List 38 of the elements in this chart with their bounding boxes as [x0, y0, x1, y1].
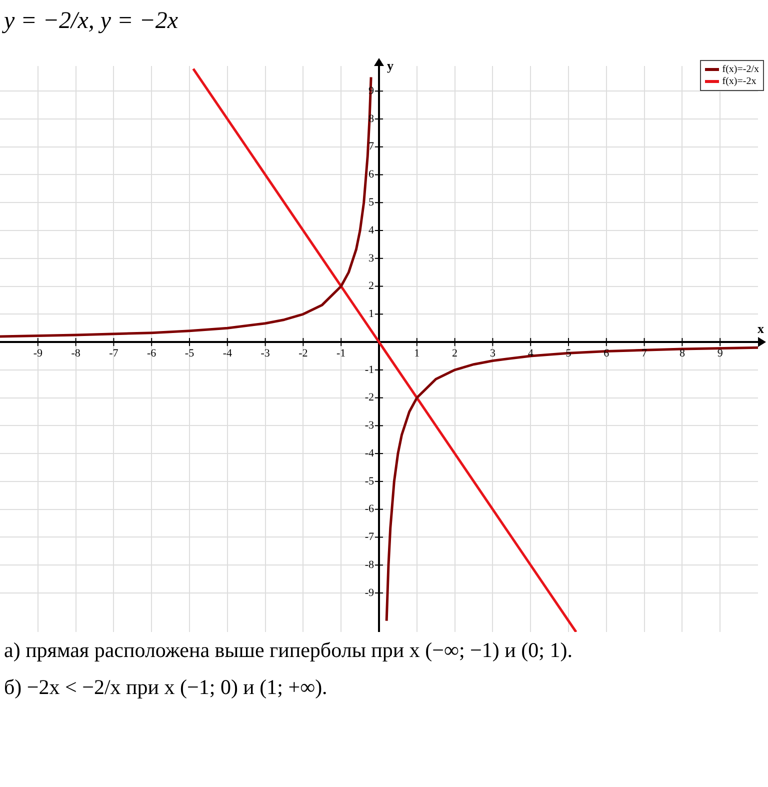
- y-tick-label: -1: [364, 364, 374, 376]
- y-tick-label: -4: [364, 447, 374, 460]
- x-axis-title: x: [758, 320, 764, 336]
- y-tick-label: 4: [368, 224, 374, 236]
- x-tick-label: -5: [184, 347, 195, 360]
- legend-label: f(x)=-2x: [722, 76, 756, 87]
- chart-title: y = −2/x, y = −2x: [1, 7, 180, 36]
- x-tick-label: -2: [298, 347, 308, 360]
- x-tick-label: -3: [260, 347, 270, 360]
- x-tick-label: 1: [414, 347, 420, 360]
- y-tick-label: -3: [364, 420, 374, 432]
- x-tick-label: -9: [33, 347, 43, 360]
- y-tick-label: 3: [368, 252, 374, 264]
- y-tick-label: 6: [368, 168, 374, 181]
- y-tick-label: 2: [368, 280, 374, 292]
- legend-label: f(x)=-2/x: [722, 64, 759, 75]
- x-tick-label: 8: [679, 347, 686, 360]
- text: б) −2x < −2/x при x (−1; 0) и (1; +∞).: [3, 674, 328, 701]
- x-tick-label: -7: [109, 347, 119, 360]
- y-tick-label: -8: [364, 558, 374, 571]
- x-tick-label: -6: [147, 347, 157, 360]
- y-tick-label: -6: [364, 503, 374, 516]
- x-tick-label: -4: [222, 347, 232, 360]
- y-tick-label: -9: [364, 586, 374, 599]
- text: а) прямая расположена выше гиперболы при x (−∞; −1) и (0; 1).: [3, 637, 574, 664]
- y-tick-label: -5: [364, 475, 374, 488]
- y-tick-label: -2: [364, 392, 374, 404]
- y-tick-label: 5: [368, 196, 374, 209]
- y-tick-label: 9: [368, 84, 374, 97]
- x-tick-label: -8: [71, 347, 81, 360]
- y-axis-title: y: [387, 58, 394, 73]
- x-tick-label: 9: [717, 347, 724, 360]
- y-tick-label: 7: [368, 140, 374, 153]
- x-tick-label: 2: [452, 347, 458, 360]
- x-tick-label: -1: [336, 347, 346, 360]
- y-tick-label: -7: [364, 531, 374, 544]
- x-tick-label: 3: [490, 347, 496, 360]
- y-tick-label: 1: [368, 308, 374, 320]
